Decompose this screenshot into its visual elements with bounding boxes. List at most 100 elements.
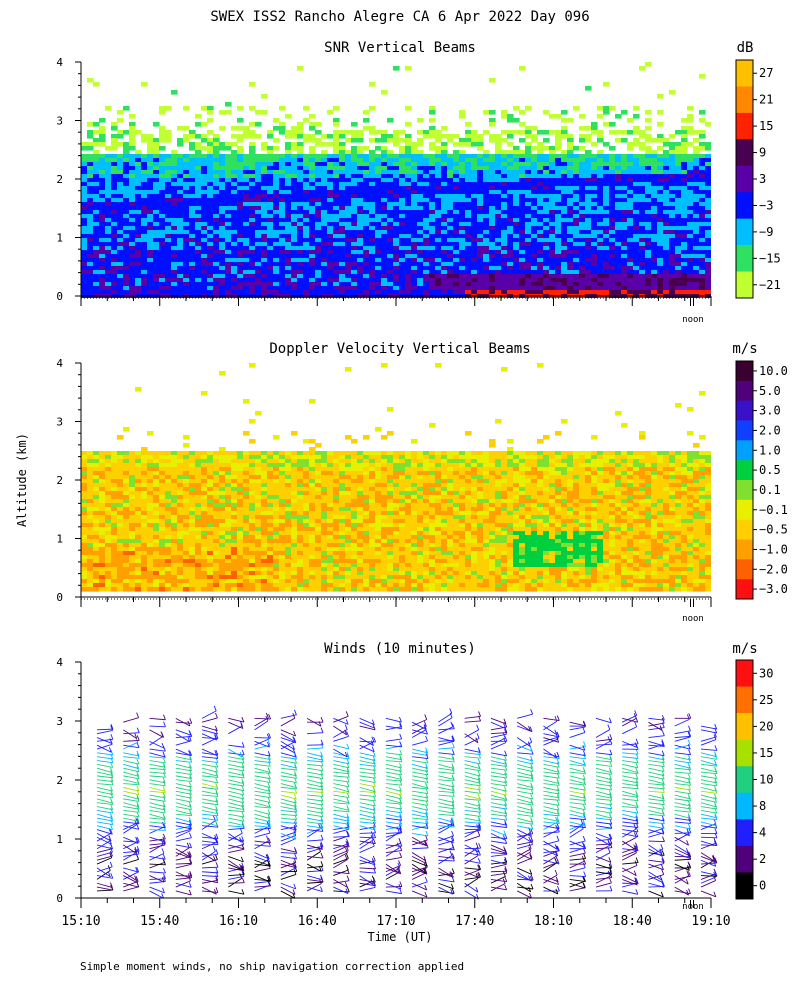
snr-cell: [357, 270, 364, 275]
snr-cell: [201, 178, 208, 183]
doppler-cell: [123, 499, 130, 504]
snr-cell: [699, 134, 706, 139]
snr-cell: [387, 182, 394, 187]
doppler-cell: [129, 587, 136, 592]
snr-cell: [339, 166, 346, 171]
snr-cell: [279, 206, 286, 211]
snr-cell: [303, 178, 310, 183]
snr-cell: [369, 250, 376, 255]
snr-cell: [405, 254, 412, 259]
snr-cell: [315, 210, 322, 215]
snr-cell: [501, 214, 508, 219]
snr-cell: [243, 274, 250, 279]
doppler-cell: [93, 491, 100, 496]
snr-cell: [81, 146, 88, 151]
snr-cell: [549, 210, 556, 215]
snr-cell: [189, 266, 196, 271]
snr-cell: [495, 138, 502, 143]
snr-cell: [297, 174, 304, 179]
snr-cell: [243, 178, 250, 183]
snr-cell: [381, 170, 388, 175]
snr-cell: [345, 226, 352, 231]
snr-cell: [237, 166, 244, 171]
snr-cell: [591, 166, 598, 171]
doppler-cell: [135, 387, 142, 392]
snr-cell: [549, 266, 556, 271]
snr-cell: [297, 162, 304, 167]
snr-cell: [243, 258, 250, 263]
doppler-cell: [147, 471, 154, 476]
snr-cell: [309, 186, 316, 191]
snr-cell: [615, 178, 622, 183]
snr-cell: [153, 210, 160, 215]
snr-cell: [531, 214, 538, 219]
snr-cell: [129, 162, 136, 167]
snr-cell: [111, 178, 118, 183]
snr-cell: [627, 174, 634, 179]
doppler-cell: [165, 547, 172, 552]
snr-cell: [315, 266, 322, 271]
snr-cell: [603, 270, 610, 275]
snr-cell: [273, 238, 280, 243]
snr-cell: [153, 270, 160, 275]
snr-cell: [165, 214, 172, 219]
snr-cell: [687, 262, 694, 267]
snr-cell: [135, 150, 142, 155]
snr-cell: [195, 274, 202, 279]
snr-cell: [141, 234, 148, 239]
snr-cell: [459, 110, 466, 115]
snr-cell: [141, 274, 148, 279]
snr-cell: [537, 194, 544, 199]
snr-cell: [483, 150, 490, 155]
snr-cell: [105, 226, 112, 231]
snr-cell: [597, 278, 604, 283]
snr-cell: [621, 286, 628, 291]
snr-cell: [471, 274, 478, 279]
doppler-cell: [123, 471, 130, 476]
snr-cell: [195, 174, 202, 179]
snr-cell: [393, 210, 400, 215]
snr-cell: [459, 238, 466, 243]
doppler-cell: [135, 479, 142, 484]
snr-cell: [441, 186, 448, 191]
doppler-cell: [111, 499, 118, 504]
snr-cell: [525, 234, 532, 239]
snr-cell: [591, 210, 598, 215]
snr-cell: [489, 118, 496, 123]
snr-cell: [381, 206, 388, 211]
snr-cell: [531, 218, 538, 223]
snr-cell: [693, 266, 700, 271]
doppler-cell: [99, 579, 106, 584]
snr-cell: [495, 258, 502, 263]
snr-cell: [117, 270, 124, 275]
snr-cell: [573, 258, 580, 263]
snr-cell: [213, 242, 220, 247]
snr-cell: [213, 170, 220, 175]
snr-cell: [501, 182, 508, 187]
snr-cell: [159, 170, 166, 175]
snr-cell: [585, 278, 592, 283]
doppler-cell: [177, 547, 184, 552]
doppler-cell: [111, 471, 118, 476]
snr-cell: [357, 242, 364, 247]
snr-cell: [663, 274, 670, 279]
snr-cell: [177, 230, 184, 235]
snr-cell: [573, 146, 580, 151]
snr-cell: [87, 222, 94, 227]
snr-cell: [171, 166, 178, 171]
snr-cell: [537, 270, 544, 275]
snr-cell: [327, 202, 334, 207]
snr-cell: [387, 170, 394, 175]
snr-cell: [195, 290, 202, 295]
snr-cell: [243, 166, 250, 171]
snr-cell: [93, 226, 100, 231]
doppler-cell: [153, 463, 160, 468]
doppler-cell: [111, 467, 118, 472]
snr-cell: [213, 166, 220, 171]
snr-cell: [597, 262, 604, 267]
snr-cell: [87, 166, 94, 171]
snr-cell: [117, 262, 124, 267]
snr-cell: [357, 210, 364, 215]
snr-cell: [627, 202, 634, 207]
